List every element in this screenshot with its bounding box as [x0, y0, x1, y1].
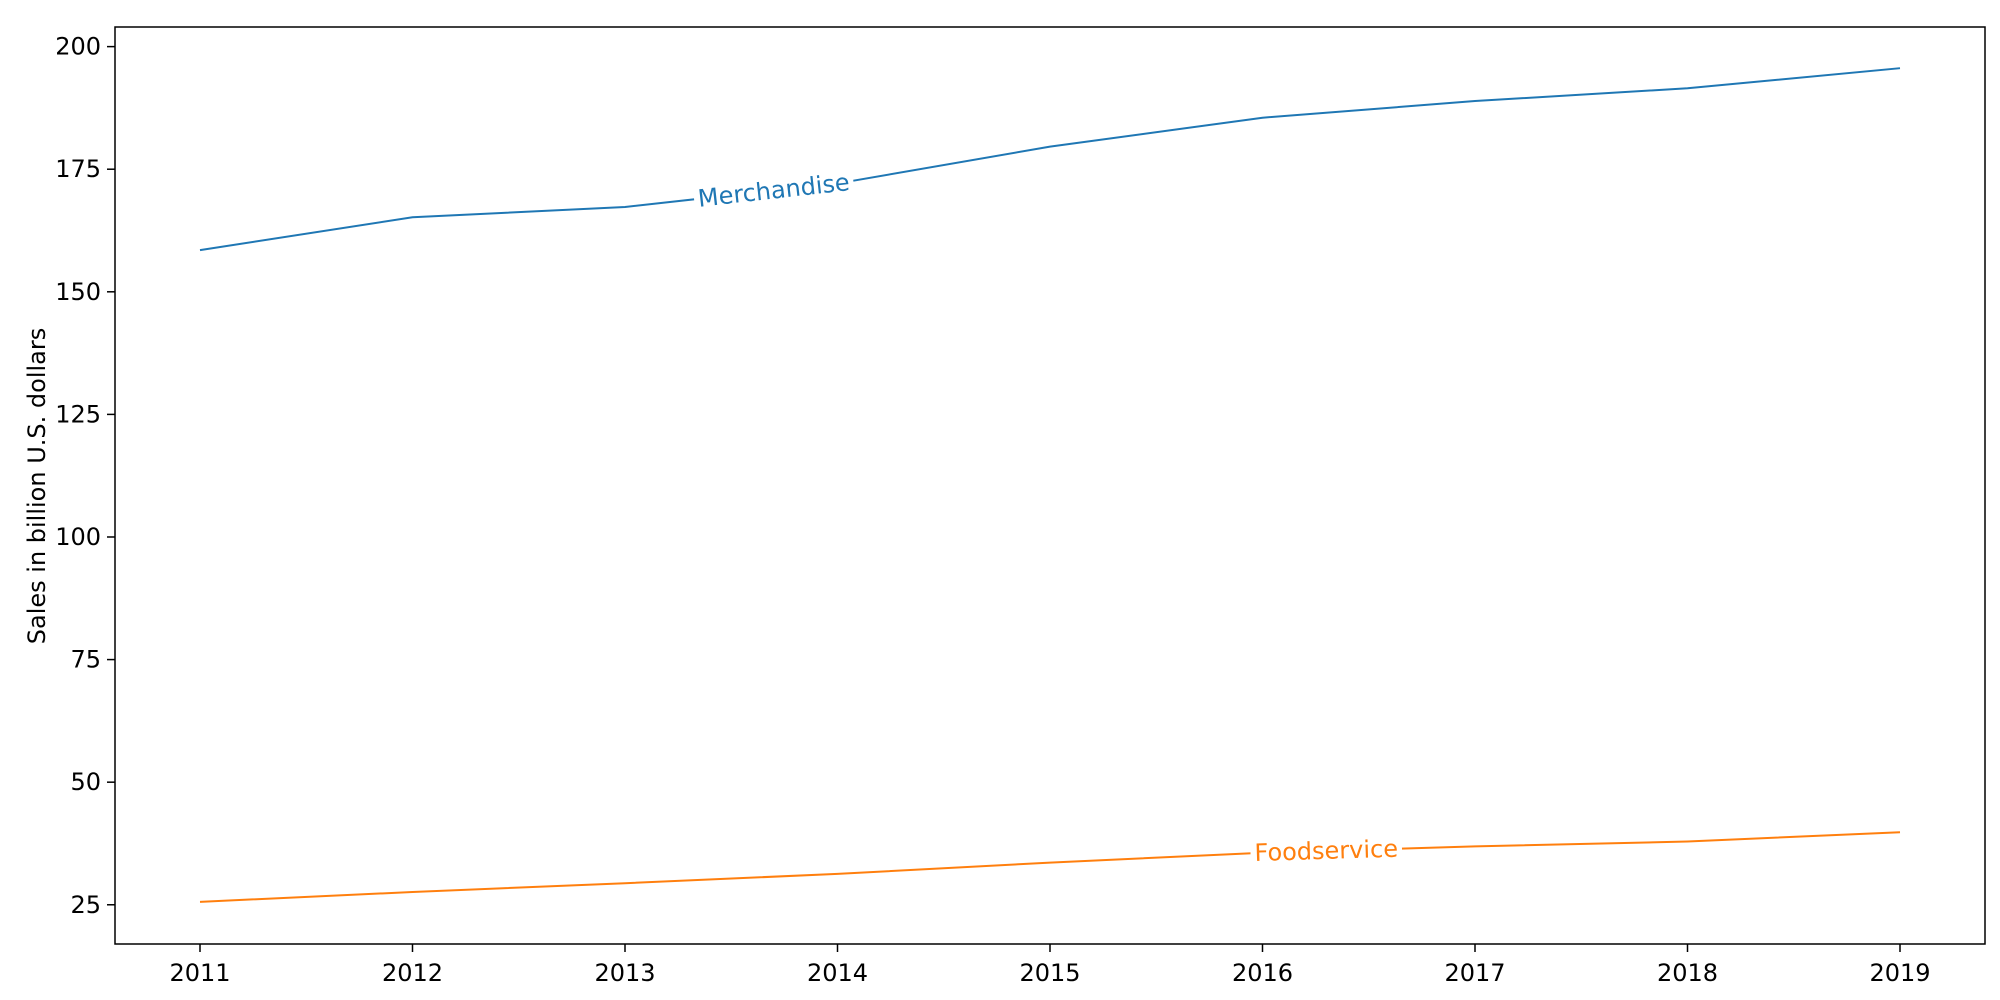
x-tick-label-2013: 2013 — [594, 959, 655, 987]
y-axis: 25 50 75 100 125 150 175 200 — [55, 33, 115, 919]
series-line-foodservice — [199, 831, 1901, 903]
series-foodservice: Foodservice — [199, 831, 1901, 903]
series-label-merchandise: Merchandise — [697, 168, 851, 213]
x-tick-label-2018: 2018 — [1657, 959, 1718, 987]
x-tick-label-2016: 2016 — [1232, 959, 1293, 987]
x-tick-label-2015: 2015 — [1019, 959, 1080, 987]
x-tick-label-2017: 2017 — [1444, 959, 1505, 987]
y-tick-label-75: 75 — [70, 646, 101, 674]
x-tick-label-2014: 2014 — [807, 959, 868, 987]
y-axis-title: Sales in billion U.S. dollars — [23, 328, 51, 644]
series-merchandise: Merchandise — [199, 67, 1901, 252]
plot-frame — [114, 26, 1986, 945]
y-tick-label-175: 175 — [55, 155, 101, 183]
y-tick-label-125: 125 — [55, 400, 101, 428]
x-tick-label-2011: 2011 — [169, 959, 230, 987]
x-tick-label-2012: 2012 — [382, 959, 443, 987]
x-axis: 2011 2012 2013 2014 2015 2016 2017 2018 2019 — [169, 944, 1931, 987]
series-label-bg-merchandise — [692, 167, 855, 214]
series-line-merchandise — [199, 67, 1901, 252]
series-label-bg-foodservice — [1250, 834, 1403, 868]
y-tick-label-50: 50 — [70, 768, 101, 796]
series-label-foodservice: Foodservice — [1254, 835, 1398, 867]
series-label-group-merchandise: Merchandise — [692, 167, 855, 214]
y-tick-label-200: 200 — [55, 33, 101, 61]
series-label-group-foodservice: Foodservice — [1250, 834, 1403, 868]
y-tick-label-25: 25 — [70, 891, 101, 919]
y-tick-label-100: 100 — [55, 523, 101, 551]
y-tick-label-150: 150 — [55, 278, 101, 306]
chart-marks: Merchandise Foodservice — [199, 67, 1901, 903]
x-tick-label-2019: 2019 — [1869, 959, 1930, 987]
